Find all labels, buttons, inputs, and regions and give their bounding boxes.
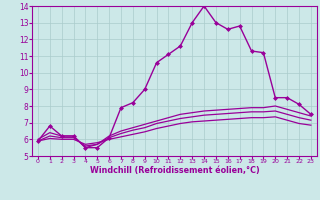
X-axis label: Windchill (Refroidissement éolien,°C): Windchill (Refroidissement éolien,°C) — [90, 166, 259, 175]
